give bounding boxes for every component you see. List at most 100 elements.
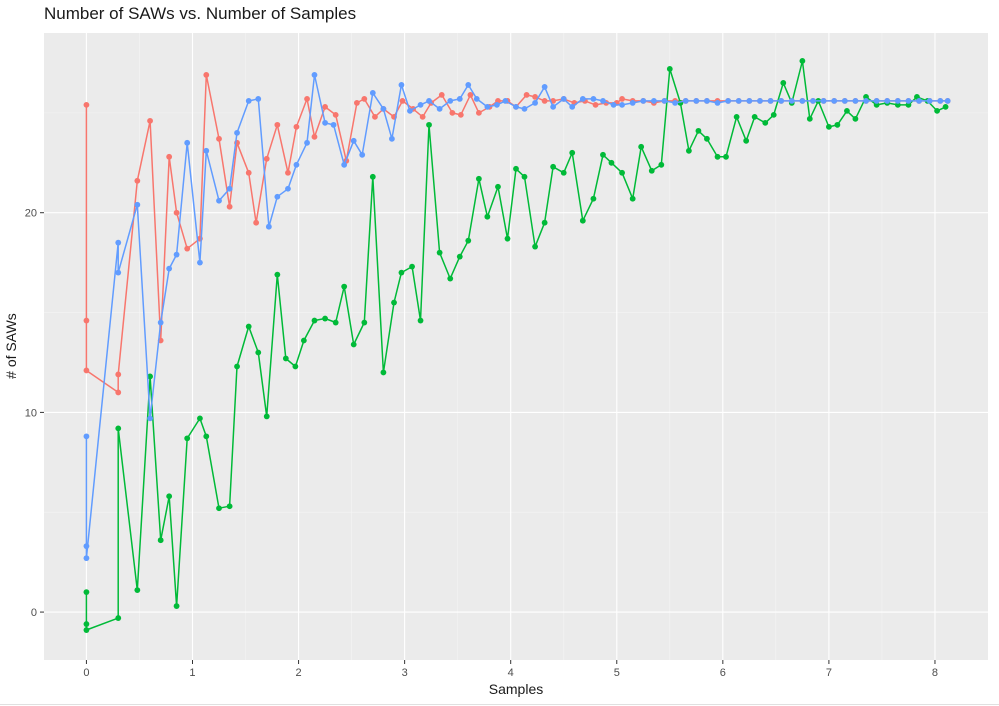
data-point bbox=[844, 107, 850, 114]
data-point bbox=[115, 389, 122, 396]
data-point bbox=[184, 139, 191, 146]
series-line bbox=[85, 60, 946, 631]
data-point bbox=[332, 111, 339, 118]
data-point bbox=[685, 147, 692, 154]
data-point bbox=[426, 97, 432, 104]
data-point bbox=[682, 97, 689, 104]
data-point bbox=[513, 165, 519, 172]
data-point bbox=[757, 97, 763, 104]
y-axis-title: # of SAWs bbox=[3, 313, 19, 379]
data-point bbox=[751, 113, 758, 120]
data-point bbox=[873, 97, 880, 104]
data-point bbox=[274, 121, 281, 128]
data-point bbox=[311, 317, 318, 324]
data-point bbox=[942, 103, 949, 110]
data-point bbox=[550, 163, 557, 170]
data-point bbox=[648, 167, 655, 174]
data-point bbox=[166, 153, 173, 160]
bottom-divider bbox=[0, 704, 999, 705]
data-point bbox=[926, 97, 933, 104]
y-axis: 0 10 20 bbox=[25, 208, 44, 619]
data-point bbox=[417, 317, 424, 324]
data-point bbox=[292, 363, 299, 370]
data-point bbox=[322, 315, 328, 322]
data-point bbox=[147, 373, 153, 380]
data-point bbox=[226, 203, 233, 210]
x-axis: 0 1 2 3 4 5 6 7 8 bbox=[83, 660, 938, 679]
data-point bbox=[263, 155, 270, 162]
data-point bbox=[590, 195, 597, 202]
data-point bbox=[409, 263, 415, 270]
data-point bbox=[494, 101, 500, 108]
data-point bbox=[115, 425, 122, 432]
data-point bbox=[83, 317, 90, 324]
data-point bbox=[661, 97, 668, 104]
data-point bbox=[521, 173, 528, 180]
data-point bbox=[203, 72, 210, 78]
data-point bbox=[83, 543, 90, 550]
data-point bbox=[820, 97, 827, 104]
series-layer bbox=[83, 58, 951, 633]
data-point bbox=[475, 175, 482, 182]
data-point bbox=[391, 299, 397, 306]
data-point bbox=[447, 97, 454, 104]
data-point bbox=[693, 97, 700, 104]
data-point bbox=[226, 503, 233, 510]
data-point bbox=[495, 183, 501, 190]
data-point bbox=[733, 113, 740, 120]
data-point bbox=[532, 99, 538, 106]
data-point bbox=[852, 97, 859, 104]
data-point bbox=[788, 97, 795, 104]
data-point bbox=[640, 97, 647, 104]
data-point bbox=[600, 97, 606, 104]
data-point bbox=[465, 237, 472, 244]
data-point bbox=[216, 197, 222, 204]
data-point bbox=[743, 137, 750, 144]
data-point bbox=[285, 185, 291, 192]
data-point bbox=[457, 111, 464, 118]
data-point bbox=[216, 135, 222, 142]
data-point bbox=[806, 115, 813, 122]
data-point bbox=[579, 95, 586, 102]
data-point bbox=[704, 135, 710, 142]
data-point bbox=[203, 147, 210, 154]
data-point bbox=[523, 92, 530, 98]
data-point bbox=[825, 123, 832, 130]
data-point bbox=[134, 201, 141, 208]
data-point bbox=[934, 107, 940, 114]
data-point bbox=[484, 103, 491, 110]
data-point bbox=[83, 589, 90, 596]
data-point bbox=[608, 159, 615, 166]
data-point bbox=[569, 149, 576, 156]
data-point bbox=[778, 97, 785, 104]
data-point bbox=[83, 367, 90, 374]
data-point bbox=[330, 121, 337, 128]
data-point bbox=[619, 101, 625, 108]
data-point bbox=[361, 319, 368, 326]
data-point bbox=[473, 95, 480, 102]
data-point bbox=[311, 133, 318, 140]
data-point bbox=[560, 169, 567, 176]
series-3 bbox=[83, 72, 951, 562]
data-point bbox=[704, 97, 710, 104]
data-point bbox=[245, 97, 252, 104]
data-point bbox=[184, 245, 191, 252]
data-point bbox=[234, 363, 240, 370]
y-tick-label: 0 bbox=[31, 607, 37, 619]
data-point bbox=[353, 99, 360, 106]
data-point bbox=[265, 223, 272, 230]
data-point bbox=[263, 413, 270, 420]
x-tick-label: 4 bbox=[508, 667, 514, 679]
data-point bbox=[810, 97, 816, 104]
plot-panel bbox=[44, 33, 988, 660]
data-point bbox=[532, 93, 538, 100]
data-point bbox=[83, 101, 90, 108]
data-point bbox=[672, 99, 679, 106]
data-point bbox=[83, 555, 90, 562]
data-point bbox=[157, 537, 164, 544]
y-tick-label: 20 bbox=[25, 208, 37, 220]
data-point bbox=[863, 97, 869, 104]
x-tick-label: 7 bbox=[826, 667, 832, 679]
data-point bbox=[399, 97, 406, 104]
data-point bbox=[304, 139, 310, 146]
